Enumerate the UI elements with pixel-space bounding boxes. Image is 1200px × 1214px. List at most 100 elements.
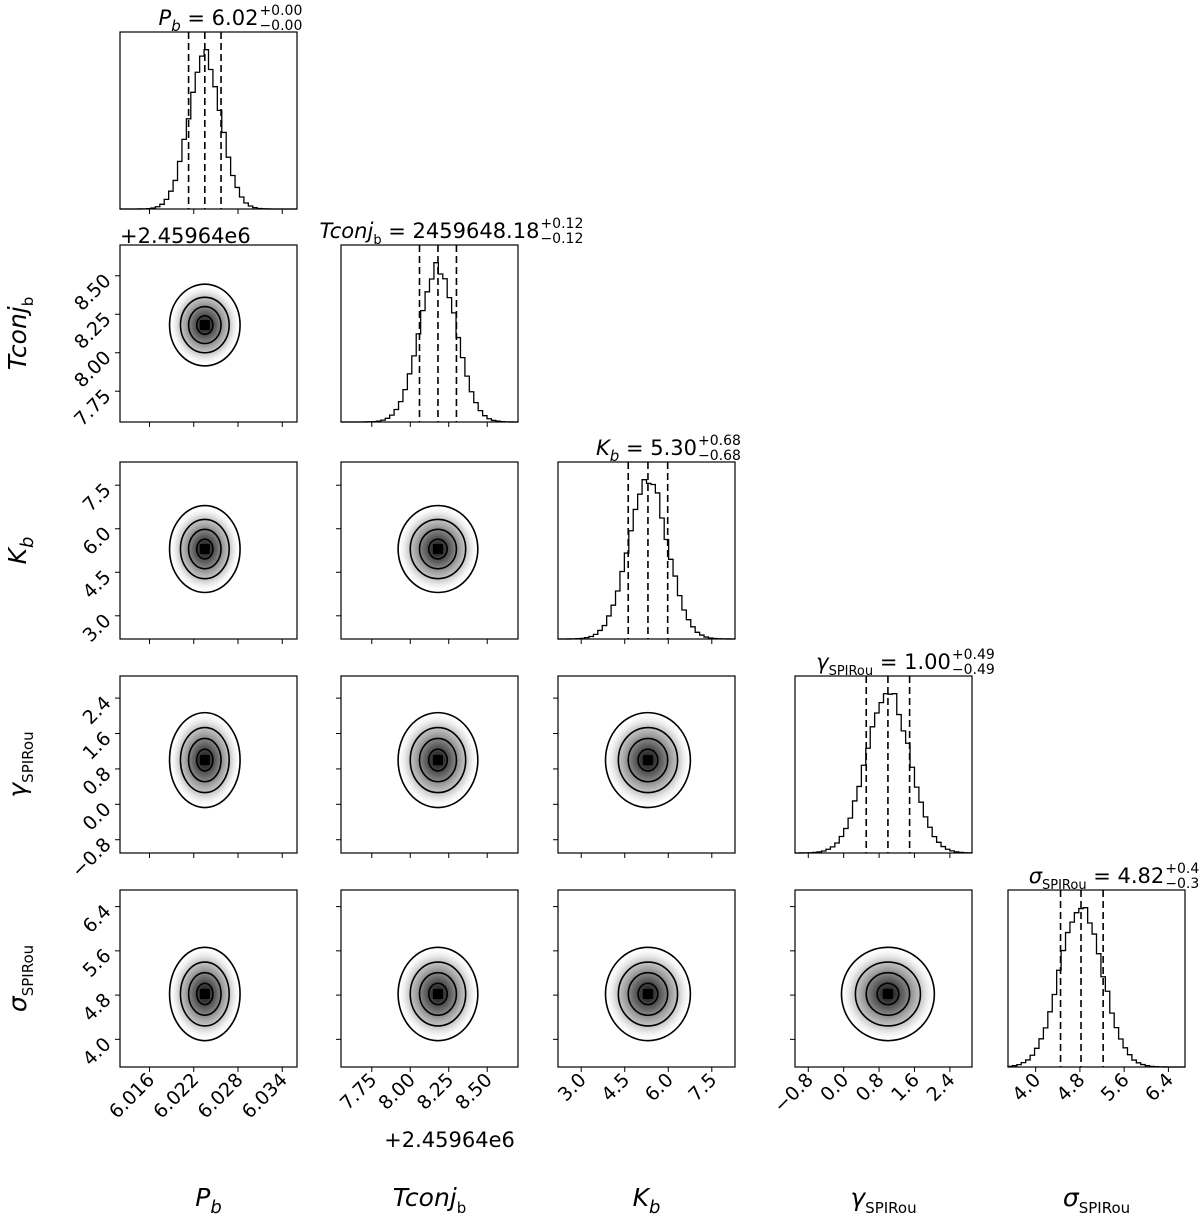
title-minus-sigma_SPIRou: −0.37 xyxy=(1165,876,1200,892)
y-axis-label-K_b: Kb xyxy=(3,537,38,565)
y-tick-label-K_b: 4.5 xyxy=(79,566,116,603)
contour-level-4 xyxy=(397,711,479,809)
contour-level-1 xyxy=(876,982,900,1006)
axes-frame xyxy=(340,889,519,1068)
density-panel-P_b-vs-gamma_SPIRou: −0.80.00.81.62.4 xyxy=(67,675,298,882)
title-text-K_b: Kb = 5.30 xyxy=(596,436,697,465)
contour-level-3 xyxy=(409,726,467,794)
x-tick-label-gamma_SPIRou: 2.4 xyxy=(922,1069,959,1106)
contour-level-3 xyxy=(617,961,679,1027)
title-minus-gamma_SPIRou: −0.49 xyxy=(952,662,995,678)
histogram-step-K_b xyxy=(557,479,736,640)
hist-panel-sigma_SPIRou: σSPIRou = 4.82+0.40−0.37 4.04.85.66.4 xyxy=(1007,861,1200,1106)
contour-level-3 xyxy=(617,726,679,794)
x-tick-label-gamma_SPIRou: 0.8 xyxy=(852,1069,889,1106)
contour-level-1 xyxy=(637,748,659,772)
axes-frame xyxy=(557,675,736,854)
y-axis-label-Tconj_b: Tconjb xyxy=(3,297,37,371)
density-panel-Tconj_b-vs-gamma_SPIRou xyxy=(336,675,519,858)
contour-level-3 xyxy=(179,296,230,354)
axes-frame xyxy=(794,675,973,854)
contour-level-3 xyxy=(179,726,230,794)
title-gamma_SPIRou: γSPIRou = 1.00 +0.49−0.49 xyxy=(816,647,995,679)
density-panel-Tconj_b-vs-sigma_SPIRou: 7.758.008.258.50 xyxy=(336,889,519,1114)
y-tick-label-gamma_SPIRou: 0.8 xyxy=(79,763,116,800)
title-P_b: Pb = 6.02 +0.00−0.00 xyxy=(159,3,303,35)
x-tick-label-sigma_SPIRou: 6.4 xyxy=(1141,1069,1178,1106)
y-tick-label-Tconj_b: 8.50 xyxy=(70,270,115,315)
contour-level-3 xyxy=(179,961,230,1027)
histogram-step-sigma_SPIRou xyxy=(1007,907,1185,1068)
density-panel-Tconj_b-vs-K_b xyxy=(336,461,519,644)
y-tick-label-sigma_SPIRou: 4.8 xyxy=(79,989,116,1026)
y-tick-label-gamma_SPIRou: −0.8 xyxy=(67,834,115,882)
x-tick-label-sigma_SPIRou: 5.6 xyxy=(1097,1069,1134,1106)
contour-level-2 xyxy=(187,305,222,345)
title-K_b: Kb = 5.30 +0.68−0.68 xyxy=(596,433,741,465)
axes-frame xyxy=(119,244,298,423)
x-tick-label-Tconj_b: 8.25 xyxy=(413,1069,458,1114)
contour-level-3 xyxy=(409,961,467,1027)
x-tick-label-K_b: 3.0 xyxy=(554,1069,591,1106)
contour-level-2 xyxy=(627,737,669,783)
contour-level-2 xyxy=(187,737,222,783)
x-axis-label-Tconj_b: Tconjb xyxy=(393,1183,467,1214)
contour-level-4 xyxy=(840,946,936,1042)
x-tick-label-P_b: 6.034 xyxy=(238,1069,292,1123)
title-minus-Tconj_b: −0.12 xyxy=(540,231,583,247)
contour-level-4 xyxy=(168,946,241,1042)
contour-level-1 xyxy=(427,982,449,1006)
hist-panel-Tconj_b: Tconjb = 2459648.18 +0.12−0.12 xyxy=(320,216,584,427)
x-axis-label-K_b: Kb xyxy=(633,1183,661,1214)
axes-frame xyxy=(340,461,519,640)
y-tick-label-K_b: 7.5 xyxy=(79,479,116,516)
hist-panel-P_b: Pb = 6.02 +0.00−0.00 xyxy=(119,3,303,214)
title-plus-sigma_SPIRou: +0.40 xyxy=(1165,861,1200,877)
title-Tconj_b: Tconjb = 2459648.18 +0.12−0.12 xyxy=(320,216,584,248)
y-axis-label-gamma_SPIRou: γSPIRou xyxy=(3,731,37,797)
contour-level-1 xyxy=(427,748,449,772)
x-tick-label-sigma_SPIRou: 4.8 xyxy=(1053,1069,1090,1106)
density-peak xyxy=(432,755,443,766)
offset-text-top: +2.45964e6 xyxy=(120,224,251,248)
density-peak xyxy=(432,544,443,555)
contour-level-3 xyxy=(179,518,230,580)
title-sigma_SPIRou: σSPIRou = 4.82+0.40−0.37 xyxy=(1029,861,1200,893)
title-text-Tconj_b: Tconjb = 2459648.18 xyxy=(320,219,540,248)
x-tick-label-P_b: 6.022 xyxy=(149,1069,203,1123)
histogram-step-P_b xyxy=(120,49,297,210)
axes-frame xyxy=(340,244,519,423)
title-text-P_b: Pb = 6.02 xyxy=(159,6,259,35)
hist-panel-gamma_SPIRou: γSPIRou = 1.00 +0.49−0.49 xyxy=(794,647,995,858)
density-peak xyxy=(199,320,210,331)
contour-level-1 xyxy=(195,982,214,1006)
title-plus-Tconj_b: +0.12 xyxy=(540,216,583,232)
axes-frame xyxy=(119,31,298,210)
title-minus-P_b: −0.00 xyxy=(259,18,302,34)
axes-frame xyxy=(557,461,736,640)
x-tick-label-gamma_SPIRou: 0.0 xyxy=(816,1069,853,1106)
x-tick-label-gamma_SPIRou: −0.8 xyxy=(770,1069,818,1117)
density-panel-gamma_SPIRou-vs-sigma_SPIRou: −0.80.00.81.62.4 xyxy=(770,889,973,1117)
x-tick-label-sigma_SPIRou: 4.0 xyxy=(1008,1069,1045,1106)
contour-level-1 xyxy=(195,315,214,336)
density-peak xyxy=(199,755,210,766)
contour-level-2 xyxy=(627,971,669,1017)
x-tick-label-Tconj_b: 8.00 xyxy=(374,1069,419,1114)
title-minus-K_b: −0.68 xyxy=(698,448,741,464)
contour-level-1 xyxy=(195,538,214,560)
axes-frame xyxy=(557,889,736,1068)
x-tick-label-Tconj_b: 8.50 xyxy=(451,1069,496,1114)
x-axis-label-gamma_SPIRou: γSPIRou xyxy=(850,1183,916,1214)
contour-level-1 xyxy=(427,538,449,560)
density-panel-P_b-vs-Tconj_b: 7.758.008.258.50 xyxy=(70,244,298,431)
contour-level-4 xyxy=(168,711,241,809)
y-tick-label-Tconj_b: 7.75 xyxy=(70,385,115,430)
contour-level-3 xyxy=(409,518,467,580)
histogram-step-gamma_SPIRou xyxy=(794,693,973,854)
density-peak xyxy=(642,988,653,999)
density-peak xyxy=(199,544,210,555)
contour-level-4 xyxy=(604,711,692,809)
axes-frame xyxy=(119,461,298,640)
